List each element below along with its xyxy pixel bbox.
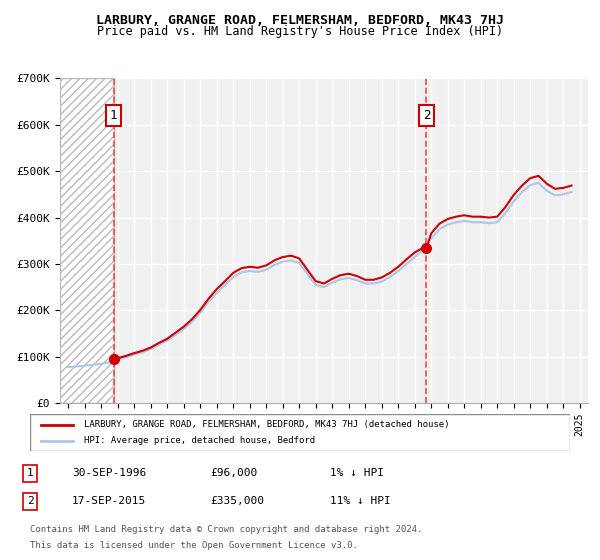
Text: 2: 2 — [26, 496, 34, 506]
Text: £96,000: £96,000 — [210, 468, 257, 478]
Text: HPI: Average price, detached house, Bedford: HPI: Average price, detached house, Bedf… — [84, 436, 315, 445]
Text: 11% ↓ HPI: 11% ↓ HPI — [330, 496, 391, 506]
Bar — [60, 78, 113, 403]
Text: This data is licensed under the Open Government Licence v3.0.: This data is licensed under the Open Gov… — [30, 542, 358, 550]
Text: Contains HM Land Registry data © Crown copyright and database right 2024.: Contains HM Land Registry data © Crown c… — [30, 525, 422, 534]
Text: Price paid vs. HM Land Registry's House Price Index (HPI): Price paid vs. HM Land Registry's House … — [97, 25, 503, 38]
Text: £335,000: £335,000 — [210, 496, 264, 506]
Text: 1: 1 — [26, 468, 34, 478]
Text: 2: 2 — [423, 109, 430, 122]
Text: 1% ↓ HPI: 1% ↓ HPI — [330, 468, 384, 478]
Text: 17-SEP-2015: 17-SEP-2015 — [72, 496, 146, 506]
Text: LARBURY, GRANGE ROAD, FELMERSHAM, BEDFORD, MK43 7HJ (detached house): LARBURY, GRANGE ROAD, FELMERSHAM, BEDFOR… — [84, 420, 449, 429]
Text: LARBURY, GRANGE ROAD, FELMERSHAM, BEDFORD, MK43 7HJ: LARBURY, GRANGE ROAD, FELMERSHAM, BEDFOR… — [96, 14, 504, 27]
Text: 1: 1 — [110, 109, 118, 122]
FancyBboxPatch shape — [30, 414, 570, 451]
Text: 30-SEP-1996: 30-SEP-1996 — [72, 468, 146, 478]
